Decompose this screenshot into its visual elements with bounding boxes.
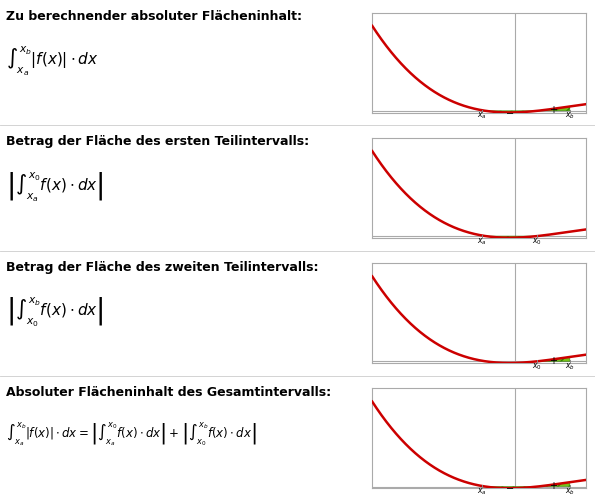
Text: $-$: $-$	[505, 107, 514, 117]
Text: Zu berechnender absoluter Flächeninhalt:: Zu berechnender absoluter Flächeninhalt:	[6, 10, 302, 23]
Text: $+$: $+$	[549, 355, 558, 366]
Text: $x_b$: $x_b$	[565, 111, 575, 121]
Text: $x_0$: $x_0$	[533, 361, 542, 372]
Text: $x_a$: $x_a$	[477, 236, 487, 246]
Text: $x_0$: $x_0$	[533, 236, 542, 246]
Text: $\left|\int_{x_a}^{x_0} f(x) \cdot dx\right|$: $\left|\int_{x_a}^{x_0} f(x) \cdot dx\ri…	[6, 170, 104, 203]
Text: $x_b$: $x_b$	[565, 486, 575, 497]
Text: $\int_{x_a}^{x_b} |f(x)| \cdot dx$: $\int_{x_a}^{x_b} |f(x)| \cdot dx$	[6, 45, 99, 78]
Text: $+$: $+$	[549, 104, 558, 115]
Text: Betrag der Fläche des ersten Teilintervalls:: Betrag der Fläche des ersten Teilinterva…	[6, 135, 309, 148]
Text: $-$: $-$	[505, 482, 514, 492]
Text: Betrag der Fläche des zweiten Teilintervalls:: Betrag der Fläche des zweiten Teilinterv…	[6, 261, 318, 274]
Text: $\left|\int_{x_0}^{x_b} f(x) \cdot dx\right|$: $\left|\int_{x_0}^{x_b} f(x) \cdot dx\ri…	[6, 296, 104, 329]
Text: $x_a$: $x_a$	[477, 111, 487, 121]
Text: $+$: $+$	[549, 480, 558, 491]
Text: $x_b$: $x_b$	[565, 361, 575, 372]
Text: $\int_{x_a}^{x_b} |f(x)| \cdot dx = \left|\int_{x_a}^{x_0} f(x) \cdot dx\right| : $\int_{x_a}^{x_b} |f(x)| \cdot dx = \lef…	[6, 421, 256, 448]
Text: $x_a$: $x_a$	[477, 486, 487, 497]
Text: Absoluter Flächeninhalt des Gesamtintervalls:: Absoluter Flächeninhalt des Gesamtinterv…	[6, 386, 331, 399]
